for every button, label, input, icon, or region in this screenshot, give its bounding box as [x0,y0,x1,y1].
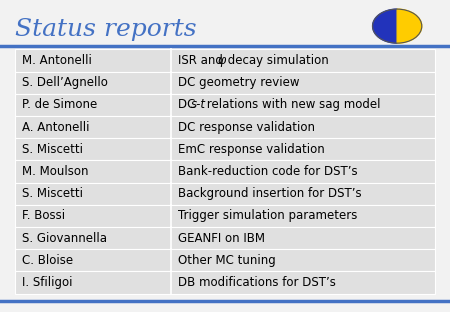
Text: s-t: s-t [190,98,206,111]
Text: DC geometry review: DC geometry review [178,76,300,89]
Text: DC: DC [178,98,199,111]
Text: S. Dell’Agnello: S. Dell’Agnello [22,76,108,89]
FancyBboxPatch shape [15,205,435,227]
Text: relations with new sag model: relations with new sag model [203,98,381,111]
FancyBboxPatch shape [15,183,435,205]
FancyBboxPatch shape [15,249,435,271]
Text: S. Miscetti: S. Miscetti [22,187,82,200]
Text: Background insertion for DST’s: Background insertion for DST’s [178,187,362,200]
Text: DB modifications for DST’s: DB modifications for DST’s [178,276,336,289]
Polygon shape [373,9,397,43]
Text: Bank-reduction code for DST’s: Bank-reduction code for DST’s [178,165,358,178]
Text: φ: φ [217,54,225,67]
FancyBboxPatch shape [15,116,435,138]
Text: ISR and: ISR and [178,54,227,67]
Text: S. Miscetti: S. Miscetti [22,143,82,156]
FancyBboxPatch shape [15,71,435,94]
Text: Trigger simulation parameters: Trigger simulation parameters [178,209,357,222]
Text: Other MC tuning: Other MC tuning [178,254,276,267]
Text: decay simulation: decay simulation [224,54,328,67]
Text: S. Giovannella: S. Giovannella [22,232,107,245]
Text: M. Moulson: M. Moulson [22,165,88,178]
Text: C. Bloise: C. Bloise [22,254,72,267]
FancyBboxPatch shape [15,94,435,116]
Polygon shape [397,9,422,43]
FancyBboxPatch shape [15,49,435,71]
FancyBboxPatch shape [15,138,435,160]
Text: M. Antonelli: M. Antonelli [22,54,91,67]
Text: P. de Simone: P. de Simone [22,98,97,111]
Text: A. Antonelli: A. Antonelli [22,120,89,134]
FancyBboxPatch shape [15,227,435,249]
Text: DC response validation: DC response validation [178,120,315,134]
Text: EmC response validation: EmC response validation [178,143,325,156]
Text: F. Bossi: F. Bossi [22,209,65,222]
Text: GEANFI on IBM: GEANFI on IBM [178,232,265,245]
FancyBboxPatch shape [15,160,435,183]
Text: I. Sfiligoi: I. Sfiligoi [22,276,72,289]
FancyBboxPatch shape [15,271,435,294]
Text: Status reports: Status reports [15,18,197,41]
